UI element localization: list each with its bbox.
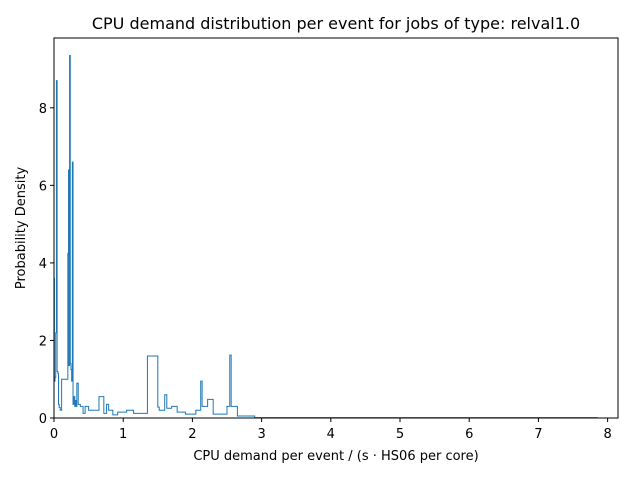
x-axis-ticks: 0 1 2 3 4 5 6 7 8 <box>50 418 612 442</box>
x-axis-label: CPU demand per event / (s · HS06 per cor… <box>193 449 478 464</box>
x-tick-label: 8 <box>603 427 611 442</box>
y-tick-label: 2 <box>39 334 47 349</box>
y-tick-label: 6 <box>39 179 47 194</box>
y-tick-label: 0 <box>39 412 47 427</box>
x-tick-label: 0 <box>50 427 58 442</box>
x-tick-label: 4 <box>327 427 335 442</box>
x-tick-label: 3 <box>257 427 265 442</box>
x-tick-label: 2 <box>188 427 196 442</box>
x-tick-label: 5 <box>396 427 404 442</box>
chart-title: CPU demand distribution per event for jo… <box>92 14 580 33</box>
x-tick-label: 7 <box>534 427 542 442</box>
x-tick-label: 6 <box>465 427 473 442</box>
y-tick-label: 4 <box>39 257 47 272</box>
y-tick-label: 8 <box>39 102 47 117</box>
y-axis-ticks: 0 2 4 6 8 <box>39 102 54 427</box>
y-axis-label: Probability Density <box>14 167 29 290</box>
series-line <box>53 54 598 419</box>
x-tick-label: 1 <box>119 427 127 442</box>
plot-frame <box>53 37 619 419</box>
